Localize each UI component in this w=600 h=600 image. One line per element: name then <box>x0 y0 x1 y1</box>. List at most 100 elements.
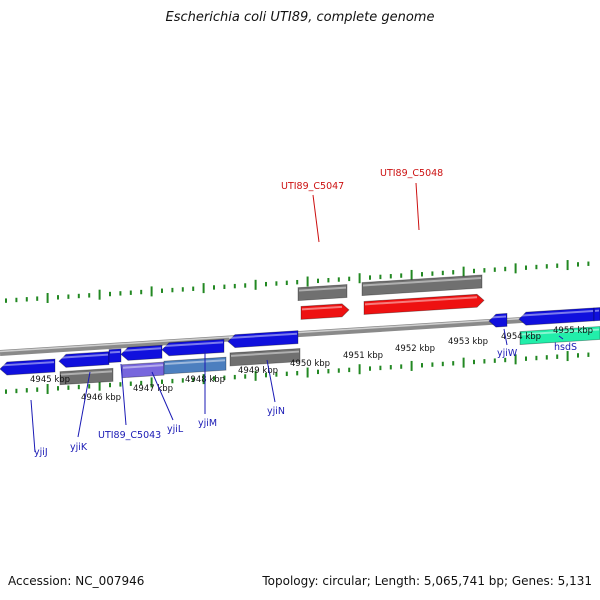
gene-UTI89_C5043-lower-gloss <box>122 364 164 369</box>
gene-hsdS-upper[interactable] <box>518 307 595 326</box>
gene-yjiW[interactable] <box>488 312 508 328</box>
gene-UTI89_C5043-lower[interactable] <box>121 361 165 379</box>
gene-yjiM-body <box>163 356 227 375</box>
leader-line <box>312 194 320 243</box>
gene-edge-body <box>593 307 600 322</box>
gene-yjiJ[interactable] <box>0 358 56 376</box>
gene-label-yjiW[interactable]: yjiW <box>497 328 518 359</box>
gene-label-text[interactable]: UTI89_C5043 <box>98 430 161 441</box>
gene-features[interactable] <box>0 274 600 386</box>
scale-label: 4950 kbp <box>290 359 330 369</box>
gene-label-text[interactable]: yjiM <box>198 418 217 429</box>
scale-label: 4945 kbp <box>30 375 70 385</box>
leader-line <box>30 399 36 453</box>
gene-yjiJ-body <box>0 358 56 376</box>
scale-label: 4946 kbp <box>81 393 121 403</box>
gene-UTI89_C5047[interactable] <box>300 303 350 320</box>
gene-small-blue-gloss <box>109 350 121 354</box>
gene-yjiL-upper[interactable] <box>161 338 225 357</box>
gene-yjiN-upper-body <box>227 330 299 349</box>
gene-UTI89_C5043-gloss <box>121 347 162 352</box>
gene-label-hsdS[interactable]: hsdS <box>554 335 577 353</box>
gene-labels[interactable]: yjiJ yjiK UTI89_C5043 yjiL yjiM yjiN yjiW hsdS U… <box>30 168 577 458</box>
gene-label-UTI89_C5047[interactable]: UTI89_C5047 <box>281 181 344 243</box>
gene-yjiW-gloss <box>489 315 507 319</box>
gene-label-text[interactable]: yjiL <box>167 424 184 435</box>
gene-yjiN-upper[interactable] <box>227 330 299 349</box>
gene-hsdS-gloss <box>520 328 600 336</box>
gene-label-text[interactable]: yjiW <box>497 348 518 359</box>
gene-yjiK-pseudo-body <box>59 367 114 386</box>
gene-yjiN-pseudo[interactable] <box>229 348 301 367</box>
gene-label-UTI89_C5043[interactable]: UTI89_C5043 <box>98 363 161 441</box>
gene-UTI89_C5043-lower-body <box>121 361 165 379</box>
gene-yjiL-upper-body <box>161 338 225 357</box>
gene-label-text[interactable]: yjiJ <box>34 447 48 458</box>
gene-yjiM-gloss <box>164 359 226 366</box>
gene-small-blue[interactable] <box>108 348 122 364</box>
gene-yjiK-pseudo[interactable] <box>59 367 114 386</box>
gene-yjiN-pseudo-body <box>229 348 301 367</box>
genome-title: Escherichia coli UTI89, complete genome <box>165 10 435 25</box>
gene-yjiK-body <box>58 351 110 368</box>
gene-edge[interactable] <box>593 307 600 322</box>
gene-label-yjiK[interactable]: yjiK <box>70 371 91 453</box>
gene-label-text[interactable]: UTI89_C5047 <box>281 181 344 192</box>
lower-tick-track <box>5 351 590 394</box>
gene-yjiK-pseudo-gloss <box>60 370 113 376</box>
gene-UTI89_C5043-body <box>120 344 163 361</box>
leader-line <box>558 335 564 340</box>
gene-label-text[interactable]: yjiN <box>267 406 285 417</box>
gene-yjiM[interactable] <box>163 356 227 375</box>
gene-label-yjiM[interactable]: yjiM <box>198 350 217 429</box>
gene-UTI89_C5043[interactable] <box>120 344 163 361</box>
gene-label-text[interactable]: hsdS <box>554 342 577 353</box>
gene-UTI89_C5048-gloss <box>364 296 478 306</box>
gene-yjiW-body <box>488 312 508 328</box>
gene-label-yjiL[interactable]: yjiL <box>151 371 184 435</box>
gene-UTI89_C5047-body <box>300 303 350 320</box>
gene-UTI89_C5047-pseudo-gloss <box>298 286 347 292</box>
gene-label-yjiN[interactable]: yjiN <box>266 359 285 417</box>
scale-label: 4947 kbp <box>133 384 173 394</box>
leader-line <box>77 371 91 438</box>
gene-UTI89_C5048-pseudo[interactable] <box>361 274 483 296</box>
gene-UTI89_C5048[interactable] <box>363 293 485 315</box>
gene-UTI89_C5047-gloss <box>301 305 343 311</box>
leader-line <box>266 359 276 403</box>
gene-yjiK-gloss <box>59 353 109 359</box>
gene-yjiK[interactable] <box>58 351 110 368</box>
gene-label-UTI89_C5048[interactable]: UTI89_C5048 <box>380 168 443 231</box>
gene-UTI89_C5047-pseudo[interactable] <box>297 284 348 302</box>
leader-line <box>415 182 420 231</box>
leader-line <box>151 371 174 421</box>
gene-label-yjiJ[interactable]: yjiJ <box>30 399 48 458</box>
gene-UTI89_C5048-pseudo-gloss <box>362 277 482 287</box>
gene-small-blue-body <box>108 348 122 364</box>
gene-hsdS-upper-gloss <box>519 309 594 317</box>
gene-hsdS-body <box>519 326 600 345</box>
leader-line <box>503 328 508 346</box>
gene-yjiN-pseudo-gloss <box>230 350 300 357</box>
gene-label-text[interactable]: UTI89_C5048 <box>380 168 443 179</box>
gene-hsdS-upper-body <box>518 307 595 326</box>
gene-yjiN-upper-gloss <box>228 332 298 339</box>
upper-tick-track <box>5 260 590 303</box>
scale-label: 4949 kbp <box>238 366 278 376</box>
scale-label: 4951 kbp <box>343 351 383 361</box>
gene-UTI89_C5048-pseudo-body <box>361 274 483 296</box>
accession-label: Accession: NC_007946 <box>8 574 145 588</box>
gene-yjiL-upper-gloss <box>162 341 224 348</box>
gene-UTI89_C5047-pseudo-body <box>297 284 348 302</box>
scale-label: 4952 kbp <box>395 344 435 354</box>
genome-summary: Topology: circular; Length: 5,065,741 bp… <box>262 574 592 588</box>
scale-label: 4953 kbp <box>448 337 488 347</box>
leader-line <box>120 363 127 426</box>
scale-label: 4954 kbp <box>501 332 541 342</box>
gene-hsdS[interactable] <box>519 326 600 345</box>
gene-UTI89_C5048-body <box>363 293 485 315</box>
gene-label-text[interactable]: yjiK <box>70 442 88 453</box>
gene-yjiJ-gloss <box>0 361 55 367</box>
